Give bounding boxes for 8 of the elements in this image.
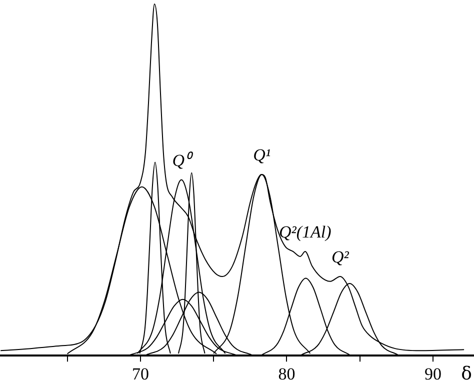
x-tick-label: 90 [424,364,442,384]
x-tick-label: 70 [132,364,149,384]
annotation: Q⁰ [172,150,194,170]
annotation: Q²(1Al) [279,222,332,242]
x-tick-label: 80 [278,364,296,384]
x-axis-title: δ [461,364,472,385]
annotation: Q² [331,247,350,266]
annotation: Q¹ [253,145,271,164]
